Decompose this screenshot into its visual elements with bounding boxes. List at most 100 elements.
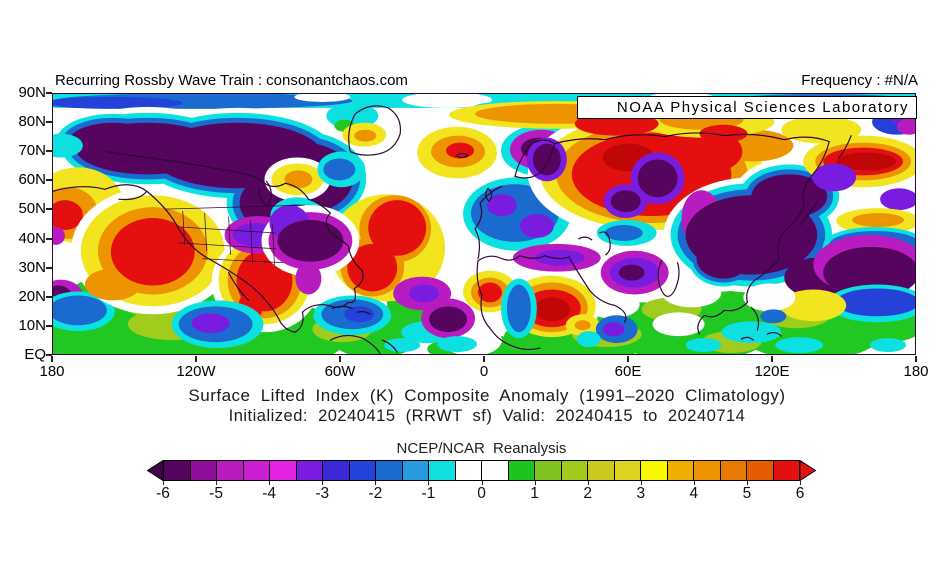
colorbar-tick-mark	[693, 481, 695, 485]
colorbar-cell	[588, 461, 615, 480]
lon-tick-label: 60W	[324, 363, 356, 380]
iceland-positive-anomaly	[417, 126, 497, 179]
lon-tick-mark	[915, 356, 917, 362]
lon-tick-mark	[195, 356, 197, 362]
colorbar-tick-mark	[163, 481, 164, 485]
colorbar-cell	[535, 461, 562, 480]
header-source-text: Recurring Rossby Wave Train : consonantc…	[55, 72, 408, 89]
atlantic-positive-anomaly	[329, 194, 446, 302]
lat-tick-mark	[46, 237, 52, 240]
coastline-layer	[53, 105, 852, 354]
colorbar-cell	[164, 461, 191, 480]
lat-tick-mark	[46, 92, 52, 94]
mediterranean-negative-anomaly	[393, 243, 601, 339]
date-line-east-features	[780, 208, 915, 323]
colorbar-tick-label: 2	[583, 485, 592, 502]
plot-subtitle: Initialized: 20240415 (RRWT sf) Valid: 2…	[228, 407, 746, 425]
colorbar-tick-label: -2	[368, 485, 383, 502]
colorbar-right-arrow	[800, 460, 816, 481]
colorbar-tick-mark	[481, 481, 483, 485]
colorbar-tick-label: -5	[209, 485, 223, 502]
colorbar-tick-mark	[375, 481, 377, 485]
lat-tick-mark	[46, 208, 52, 211]
lat-tick-label: 50N	[18, 200, 46, 218]
colorbar-cell	[482, 461, 509, 480]
colorbar-tick-mark	[746, 481, 748, 485]
colorbar-cell	[243, 461, 270, 480]
lon-tick-label: 120W	[176, 363, 216, 380]
us-state-borders	[164, 204, 305, 266]
colorbar-cell	[667, 461, 694, 480]
colorbar-cell	[217, 461, 244, 480]
plot-title: Surface Lifted Index (K) Composite Anoma…	[188, 386, 786, 405]
colorbar-tick-label: 0	[477, 485, 486, 502]
lon-tick-mark	[771, 356, 773, 362]
lat-tick-mark	[46, 266, 52, 269]
lon-tick-label: 180	[903, 363, 929, 380]
lon-tick-label: 180	[39, 363, 65, 380]
colorbar-cell	[455, 461, 482, 480]
north-pacific-positive-anomaly	[70, 187, 235, 315]
colorbar-cell	[323, 461, 350, 480]
lon-tick-mark	[339, 356, 341, 362]
colorbar-tick-mark	[428, 481, 430, 485]
colorbar-cell	[376, 461, 403, 480]
greenland-patches	[317, 102, 387, 188]
tropics-cool-patches	[437, 283, 907, 354]
lon-tick-label: 0	[479, 363, 489, 380]
map-frame	[52, 93, 916, 355]
colorbar-tick-mark	[534, 481, 536, 485]
colorbar-cell	[402, 461, 429, 480]
colorbar-tick-label: 5	[742, 485, 752, 502]
lat-tick-label: 20N	[18, 287, 46, 305]
caribbean-cool	[313, 295, 454, 353]
east-asia-negative-anomaly	[663, 158, 849, 298]
lon-tick-mark	[51, 356, 53, 362]
colorbar-cell	[270, 461, 297, 480]
colorbar-cell	[694, 461, 721, 480]
lat-tick-mark	[46, 295, 52, 298]
colorbar-tick-mark	[587, 481, 589, 485]
lat-tick-mark	[46, 179, 52, 182]
colorbar-tick-label: 4	[689, 485, 699, 502]
colorbar-tick-label: -6	[156, 485, 170, 502]
lat-tick-label: 80N	[18, 113, 46, 131]
colorbar-cell	[747, 461, 774, 480]
africa-cool-details	[500, 278, 638, 344]
east-pacific-tropics-cool	[171, 300, 264, 349]
lat-tick-label: 10N	[18, 316, 46, 334]
colorbar-cell	[561, 461, 588, 480]
lon-tick-label: 120E	[754, 363, 790, 380]
colorbar-cell	[773, 461, 799, 480]
colorbar-cell	[720, 461, 747, 480]
lat-tick-label: EQ	[24, 346, 46, 363]
colorbar-cell	[614, 461, 641, 480]
colorbar	[163, 460, 800, 481]
colorbar-tick-label: 1	[530, 485, 539, 502]
header-frequency-text: Frequency : #N/A	[801, 72, 918, 89]
colorbar-tick-mark	[322, 481, 324, 485]
noaa-credit-box: NOAA Physical Sciences Laboratory	[577, 96, 917, 119]
colorbar-tick-label: -1	[421, 485, 436, 502]
anomaly-map-canvas	[53, 94, 915, 354]
lat-tick-label: 40N	[18, 229, 46, 247]
southwest-asia-negative-anomaly	[600, 250, 669, 295]
east-coast-negative-anomaly	[261, 205, 360, 295]
colorbar-cell	[349, 461, 376, 480]
lon-tick-label: 60E	[614, 363, 642, 380]
lat-tick-label: 30N	[18, 258, 46, 276]
lat-tick-label: 60N	[18, 171, 46, 189]
okhotsk-positive-anomaly	[803, 135, 915, 211]
colorbar-tick-mark	[640, 481, 642, 485]
lat-tick-label: 90N	[18, 84, 46, 101]
colorbar-title: NCEP/NCAR Reanalysis	[396, 440, 567, 457]
colorbar-tick-label: -3	[315, 485, 330, 502]
lat-tick-mark	[46, 121, 52, 124]
colorbar-cell	[641, 461, 668, 480]
colorbar-cell	[429, 461, 456, 480]
colorbar-tick-mark	[216, 481, 218, 485]
lon-tick-mark	[627, 356, 629, 362]
colorbar-tick-label: -4	[262, 485, 277, 502]
colorbar-tick-label: 6	[795, 485, 805, 502]
